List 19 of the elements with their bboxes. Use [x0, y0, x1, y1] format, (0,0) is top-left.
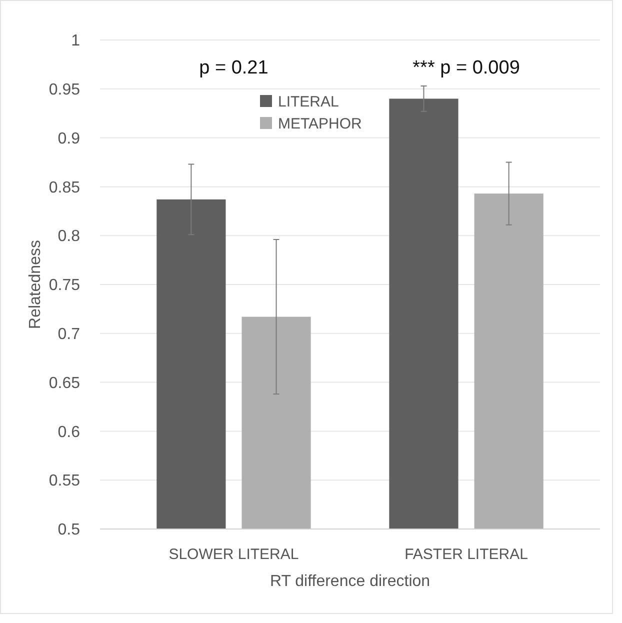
legend-label: LITERAL	[278, 93, 339, 110]
y-tick-label: 0.5	[58, 522, 80, 539]
x-tick-label: FASTER LITERAL	[404, 546, 528, 563]
y-axis-title: Relatedness	[27, 240, 44, 329]
y-tick-label: 0.8	[58, 228, 80, 246]
y-tick-label: 0.95	[48, 82, 80, 98]
y-tick-label: 0.55	[48, 472, 80, 490]
x-tick-label: SLOWER LITERAL	[168, 546, 299, 563]
annotation: *** p = 0.009	[412, 58, 520, 79]
annotation: p = 0.21	[199, 58, 268, 79]
y-tick-label: 1	[71, 32, 80, 50]
y-tick-label: 0.65	[48, 374, 80, 392]
y-tick-label: 0.7	[58, 326, 80, 343]
y-tick-label: 0.85	[48, 179, 80, 196]
y-tick-label: 0.75	[48, 277, 80, 294]
y-tick-label: 0.6	[58, 424, 80, 441]
legend-label: METAPHOR	[278, 115, 362, 132]
x-axis-title: RT difference direction	[270, 573, 430, 590]
y-tick-label: 0.9	[58, 130, 80, 148]
